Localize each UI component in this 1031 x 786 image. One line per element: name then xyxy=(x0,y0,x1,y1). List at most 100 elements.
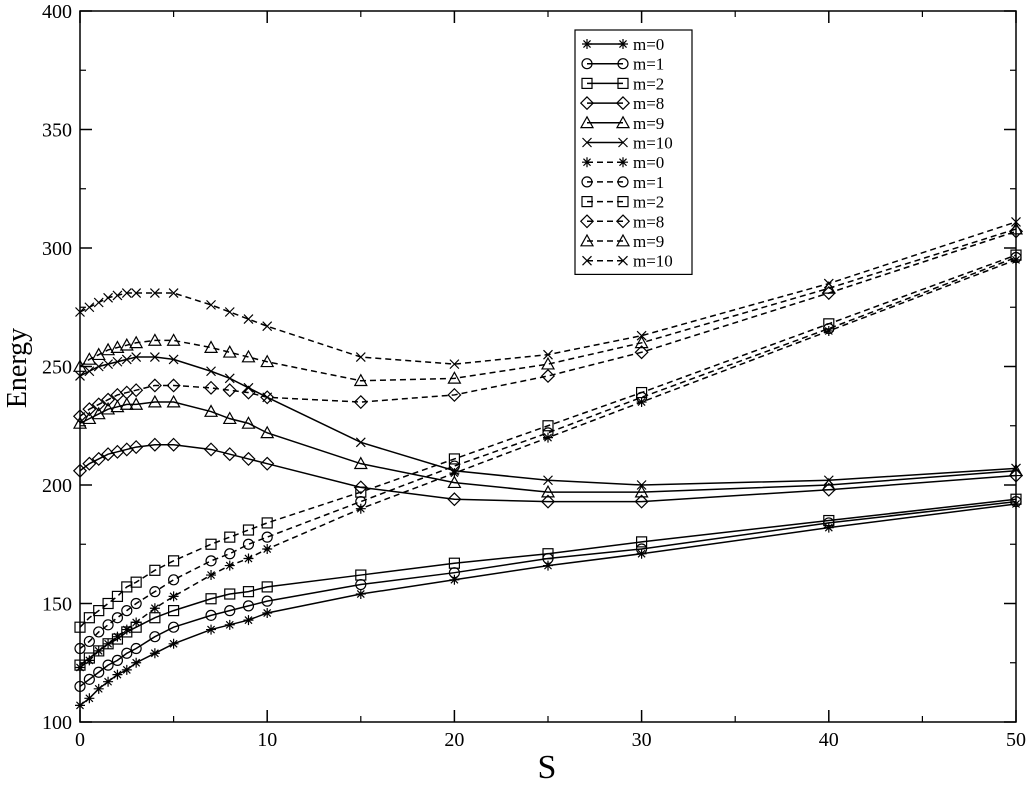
legend-marker xyxy=(618,39,628,49)
data-point xyxy=(635,536,648,548)
data-point xyxy=(447,475,462,489)
legend-marker xyxy=(615,214,631,229)
data-point xyxy=(168,605,180,617)
data-point xyxy=(112,669,123,680)
data-point xyxy=(224,307,235,317)
data-point xyxy=(635,543,648,555)
data-point xyxy=(260,354,275,368)
legend-label: m=8 xyxy=(633,94,664,113)
data-point xyxy=(121,624,132,635)
legend-label: m=2 xyxy=(633,193,664,212)
data-point xyxy=(112,356,123,367)
data-point xyxy=(224,560,235,571)
data-point xyxy=(74,621,86,633)
series-layer xyxy=(72,217,1024,711)
data-point xyxy=(823,318,835,330)
data-point xyxy=(84,366,95,377)
data-point xyxy=(112,631,123,642)
legend-marker xyxy=(581,196,593,208)
legend-marker xyxy=(615,96,631,111)
legend-label: m=10 xyxy=(633,252,673,271)
legend-entry: m=10 xyxy=(582,252,673,271)
data-point xyxy=(355,352,366,362)
legend-entry: m=0 xyxy=(582,35,664,54)
legend-marker xyxy=(582,39,592,49)
legend-entry: m=1 xyxy=(581,55,664,74)
legend-marker xyxy=(618,255,628,266)
data-point xyxy=(93,626,105,638)
data-point xyxy=(243,615,254,626)
data-point xyxy=(355,569,367,581)
data-point xyxy=(166,333,181,346)
series-line xyxy=(79,503,1017,707)
data-point xyxy=(543,475,553,486)
data-point xyxy=(242,600,255,612)
data-point xyxy=(149,352,160,362)
x-tick-label: 10 xyxy=(257,729,277,751)
data-point xyxy=(72,463,88,478)
data-point xyxy=(542,427,554,439)
legend-label: m=9 xyxy=(633,114,664,133)
data-point xyxy=(84,302,95,313)
data-point xyxy=(204,340,219,353)
data-point xyxy=(634,484,649,498)
data-point xyxy=(103,292,114,303)
data-point xyxy=(102,597,114,610)
series-line xyxy=(79,443,1017,503)
data-point xyxy=(821,281,836,294)
data-point xyxy=(130,642,142,655)
data-point xyxy=(224,373,235,384)
data-point xyxy=(149,586,161,598)
data-point xyxy=(102,619,114,631)
y-tick-label: 200 xyxy=(42,475,72,497)
data-point xyxy=(147,378,162,393)
data-point xyxy=(1008,221,1024,235)
data-point xyxy=(84,693,95,704)
data-point xyxy=(72,359,88,372)
data-point xyxy=(224,531,236,543)
data-point xyxy=(82,456,97,471)
data-point xyxy=(540,494,556,509)
x-tick-label: 30 xyxy=(632,729,652,751)
data-point xyxy=(206,366,216,377)
legend-marker xyxy=(617,77,629,90)
data-point xyxy=(821,477,836,491)
data-point xyxy=(149,564,161,576)
x-tick-label: 40 xyxy=(819,729,839,751)
x-tick-label: 20 xyxy=(444,729,464,751)
data-point xyxy=(166,378,181,393)
data-point xyxy=(262,607,273,618)
data-point xyxy=(241,385,256,400)
data-point xyxy=(243,382,254,393)
data-point xyxy=(93,645,104,656)
y-tick-label: 300 xyxy=(42,238,72,260)
data-point xyxy=(82,402,97,417)
data-point xyxy=(72,409,88,424)
series-dashed-m1 xyxy=(74,251,1022,655)
data-point xyxy=(241,349,256,363)
data-point xyxy=(204,404,219,417)
data-point xyxy=(91,397,106,412)
data-point xyxy=(636,480,647,490)
data-point xyxy=(205,538,217,550)
data-point xyxy=(242,524,255,536)
legend-marker xyxy=(581,77,593,90)
data-point xyxy=(91,347,106,361)
data-point xyxy=(447,492,462,507)
data-point xyxy=(203,380,219,395)
data-point xyxy=(243,314,254,325)
data-point xyxy=(206,570,217,581)
legend-entry: m=10 xyxy=(582,134,673,153)
series-dashed-m9 xyxy=(72,221,1024,387)
data-point xyxy=(149,631,161,643)
data-point xyxy=(149,648,160,659)
plot-frame xyxy=(79,10,1017,723)
data-point xyxy=(222,345,237,358)
data-point xyxy=(111,590,124,602)
data-point xyxy=(93,683,104,694)
legend-entry: m=9 xyxy=(579,232,664,251)
data-point xyxy=(110,340,125,353)
y-tick-label: 400 xyxy=(42,1,72,23)
data-point xyxy=(241,451,256,466)
